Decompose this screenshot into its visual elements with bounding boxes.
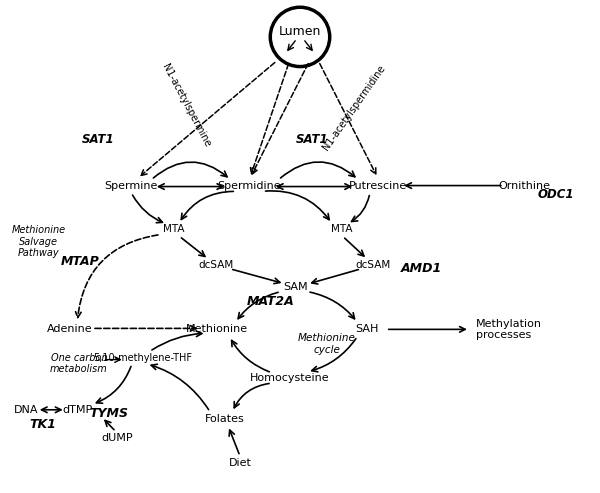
Text: Folates: Folates (205, 414, 244, 423)
Text: SAT1: SAT1 (296, 133, 328, 146)
Text: N1-acetylspermine: N1-acetylspermine (160, 62, 212, 148)
Text: Diet: Diet (229, 458, 252, 468)
Text: Methionine: Methionine (186, 324, 248, 334)
Text: Spermine: Spermine (104, 180, 157, 191)
Text: dTMP: dTMP (62, 405, 92, 415)
Text: Spermidine: Spermidine (218, 180, 281, 191)
Text: Methylation
processes: Methylation processes (476, 318, 542, 340)
Text: Lumen: Lumen (279, 25, 321, 37)
Text: Homocysteine: Homocysteine (250, 373, 330, 383)
Text: TK1: TK1 (30, 418, 56, 431)
Text: One carbon
metabolism: One carbon metabolism (50, 352, 108, 374)
Text: dUMP: dUMP (101, 433, 133, 443)
Text: AMD1: AMD1 (401, 262, 442, 275)
Text: dcSAM: dcSAM (198, 260, 233, 270)
Text: Ornithine: Ornithine (499, 180, 551, 191)
Text: SAH: SAH (355, 324, 379, 334)
Text: TYMS: TYMS (89, 407, 128, 420)
Text: ODC1: ODC1 (538, 188, 574, 201)
Text: SAT1: SAT1 (82, 133, 114, 146)
Text: Adenine: Adenine (47, 324, 93, 334)
Text: Methionine
Salvage
Pathway: Methionine Salvage Pathway (11, 225, 65, 258)
Text: MTA: MTA (163, 224, 185, 235)
Text: MTAP: MTAP (61, 254, 100, 268)
Text: DNA: DNA (14, 405, 39, 415)
Text: SAM: SAM (283, 282, 308, 292)
Text: dcSAM: dcSAM (355, 260, 390, 270)
Text: Methionine
cycle: Methionine cycle (298, 333, 356, 355)
Text: MAT2A: MAT2A (247, 295, 294, 308)
Text: 5,10-methylene-THF: 5,10-methylene-THF (93, 352, 192, 363)
Text: MTA: MTA (331, 224, 352, 235)
Text: N1-acetylspermidine: N1-acetylspermidine (320, 63, 386, 152)
Text: Putrescine: Putrescine (349, 180, 407, 191)
